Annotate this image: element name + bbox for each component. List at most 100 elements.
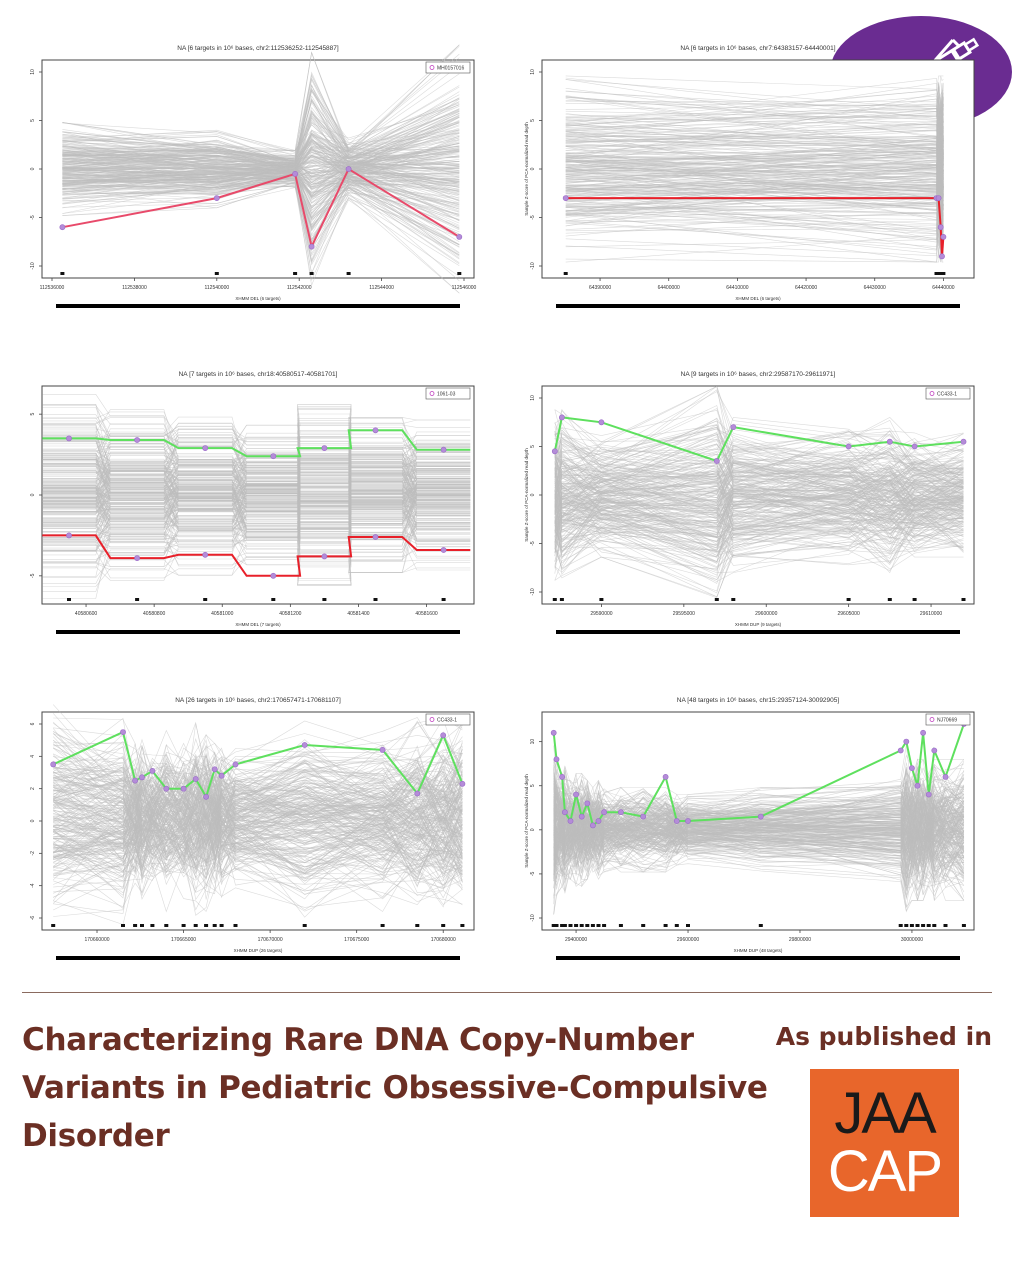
highlight-point (379, 747, 386, 753)
reference-sample-line (62, 145, 460, 174)
legend-label: NJ70669 (937, 718, 957, 724)
reference-sample-line (554, 525, 964, 574)
y-tick-label: -10 (530, 262, 536, 269)
highlight-point (440, 732, 447, 739)
reference-sample-line (42, 463, 471, 527)
reference-sample-line (554, 431, 964, 499)
reference-sample-line (62, 154, 460, 205)
article-title[interactable]: Characterizing Rare DNA Copy-Number Vari… (22, 1022, 768, 1154)
reference-sample-line (53, 766, 463, 853)
reference-sample-line (42, 523, 471, 586)
target-marker (193, 924, 198, 927)
highlight-point (937, 224, 944, 231)
x-tick-label: 112544000 (369, 285, 394, 291)
x-axis-label: XHMM DUP (48 targets) (734, 948, 783, 953)
y-tick-label: 4 (30, 755, 36, 758)
reference-sample-line (553, 788, 965, 842)
reference-sample-line (554, 484, 964, 538)
highlight-point (308, 243, 315, 250)
y-tick-label: 0 (530, 167, 536, 170)
reference-sample-line (554, 444, 964, 504)
y-tick-label: -2 (30, 851, 36, 856)
reference-sample-line (565, 158, 944, 214)
reference-sample-line (554, 503, 964, 563)
target-marker (941, 272, 946, 275)
highlight-point (562, 195, 569, 201)
y-axis-label: Sample Z-score of PCA-normalized read de… (524, 774, 529, 868)
y-tick-label: -10 (530, 914, 536, 921)
reference-sample-line (62, 143, 460, 176)
highlight-point (134, 555, 140, 561)
reference-sample-line (42, 418, 471, 449)
reference-sample-line (554, 489, 964, 554)
target-marker (618, 924, 623, 927)
highlight-point (562, 809, 568, 816)
highlight-point (911, 443, 918, 450)
reference-sample-line (554, 423, 964, 467)
reference-sample-line (554, 502, 964, 592)
reference-sample-line (53, 809, 463, 863)
reference-sample-line (42, 491, 471, 535)
reference-sample-line (554, 489, 964, 558)
reference-sample-line (554, 496, 964, 550)
highlight-point (598, 419, 605, 426)
y-tick-label: -10 (530, 588, 536, 595)
highlight-point (942, 774, 949, 780)
target-marker (51, 924, 56, 927)
legend: 1061-03 (425, 387, 471, 400)
legend-marker (429, 717, 435, 722)
target-marker (590, 924, 595, 927)
target-marker (674, 924, 679, 927)
reference-sample-line (554, 490, 964, 549)
target-marker (568, 924, 573, 927)
legend-label: 1061-03 (437, 392, 456, 398)
reference-sample-line (553, 829, 965, 872)
chart-title: NA [7 targets in 10⁶ bases, chr18:405805… (179, 371, 338, 378)
reference-sample-line (53, 809, 463, 904)
reference-sample-line (42, 507, 471, 578)
target-marker (302, 924, 307, 927)
highlight-point (456, 233, 463, 240)
chart-4-panel: NA [9 targets in 10⁶ bases, chr2:2958717… (522, 364, 992, 648)
cnv-region-bar (56, 304, 460, 308)
reference-sample-line (554, 497, 964, 565)
chart-5: NA [26 targets in 10⁶ bases, chr2:170657… (30, 697, 475, 960)
reference-sample-line (53, 806, 463, 875)
target-marker (67, 598, 71, 601)
reference-sample-line (42, 497, 471, 534)
reference-sample-line (554, 479, 964, 535)
target-marker (219, 924, 224, 927)
highlight-point (618, 809, 624, 816)
target-marker (887, 598, 892, 601)
highlight-point (345, 166, 352, 172)
reference-sample-line (554, 505, 964, 546)
highlight-point (595, 818, 602, 824)
reference-sample-line (42, 472, 471, 498)
reference-sample-line (42, 461, 471, 501)
y-tick-label: 10 (530, 69, 536, 75)
jaacap-logo[interactable]: JAA CAP (810, 1069, 959, 1217)
y-tick-label: -5 (30, 573, 36, 578)
reference-sample-line (42, 470, 471, 510)
y-tick-label: -6 (30, 916, 36, 921)
reference-sample-line (42, 456, 471, 491)
reference-sample-line (42, 489, 471, 542)
highlight-point (321, 445, 328, 451)
highlight-point (211, 766, 218, 773)
x-tick-label: 40581400 (347, 611, 369, 617)
x-tick-label: 112538000 (122, 285, 147, 291)
reference-sample-line (62, 160, 460, 183)
highlight-series-line (565, 197, 945, 257)
target-marker (204, 924, 209, 927)
reference-sample-line (42, 393, 471, 452)
target-marker (641, 924, 646, 927)
x-tick-label: 170665000 (171, 937, 196, 943)
y-tick-label: -5 (530, 871, 536, 876)
legend-marker (429, 391, 435, 396)
reference-sample-line (42, 535, 471, 581)
target-marker (579, 924, 584, 927)
target-marker (663, 924, 668, 927)
highlight-point (292, 170, 298, 177)
logo-line-2: CAP (827, 1139, 943, 1204)
highlight-point (925, 791, 932, 798)
